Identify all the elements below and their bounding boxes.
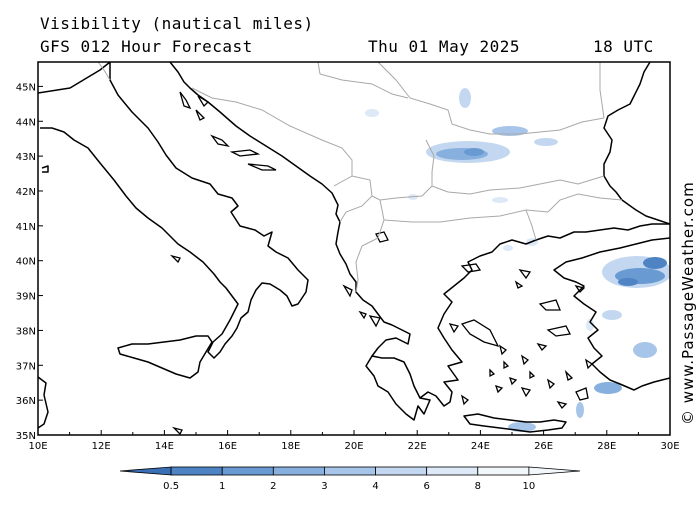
legend-swatch — [272, 466, 325, 476]
legend-label: 3 — [321, 481, 327, 492]
legend-swatch — [221, 466, 274, 476]
lon-label: 20E — [344, 441, 363, 452]
lon-label: 26E — [534, 441, 553, 452]
latitude-axis: 35N 36N 37N 38N 39N 40N 41N 42N 43N 44N 45N — [16, 82, 43, 442]
legend-swatch — [426, 466, 479, 476]
coastlines — [38, 62, 670, 433]
lon-label: 12E — [92, 441, 111, 452]
anatolia-coast — [553, 237, 670, 391]
country-borders — [97, 62, 623, 293]
sicily-coast — [117, 335, 213, 379]
corsica-coast — [41, 165, 49, 173]
lat-label: 43N — [16, 152, 36, 163]
legend-swatch — [170, 466, 223, 476]
visibility-legend: 0.5 1 2 3 4 6 8 10 — [119, 466, 581, 492]
lat-label: 39N — [16, 292, 36, 303]
lat-label: 36N — [16, 396, 36, 407]
legend-swatch — [375, 466, 428, 476]
lat-label: 37N — [16, 361, 36, 372]
lat-label: 45N — [16, 82, 36, 93]
lat-label: 35N — [16, 431, 36, 442]
map-area — [38, 62, 670, 435]
lon-label: 22E — [408, 441, 427, 452]
lat-label: 41N — [16, 222, 36, 233]
longitude-axis: 10E 12E 14E 16E 18E 20E 22E 24E 26E 28E 30E — [28, 430, 680, 452]
forecast-time: 18 UTC — [593, 37, 654, 56]
lat-label: 44N — [16, 117, 36, 128]
legend-swatch — [477, 466, 530, 476]
black-sea-coast — [603, 62, 670, 225]
lon-label: 18E — [281, 441, 300, 452]
lon-label: 14E — [155, 441, 174, 452]
lon-label: 24E — [471, 441, 490, 452]
lon-label: 16E — [218, 441, 237, 452]
legend-label: 10 — [523, 481, 536, 492]
islands — [169, 91, 594, 435]
visibility-shading — [365, 88, 670, 432]
sardinia-coast — [38, 376, 49, 429]
crete-coast — [463, 413, 567, 433]
legend-swatch — [324, 466, 376, 476]
lat-label: 38N — [16, 326, 36, 337]
lat-label: 40N — [16, 257, 36, 268]
legend-label: 8 — [475, 481, 481, 492]
peloponnese-coast — [365, 355, 431, 421]
adriatic-east-coast — [169, 62, 670, 407]
lon-label: 30E — [660, 441, 679, 452]
italy-balkans-coast — [38, 62, 309, 359]
watermark: © www.PassageWeather.com — [679, 181, 697, 425]
legend-label: 2 — [270, 481, 276, 492]
map-title: Visibility (nautical miles) — [40, 14, 314, 33]
legend-label: 1 — [219, 481, 225, 492]
legend-label: 6 — [423, 481, 429, 492]
lat-label: 42N — [16, 187, 36, 198]
legend-label: 0.5 — [163, 481, 179, 492]
forecast-label: GFS 012 Hour Forecast — [40, 37, 253, 56]
legend-label: 4 — [372, 481, 378, 492]
lon-label: 10E — [28, 441, 47, 452]
forecast-date: Thu 01 May 2025 — [368, 37, 520, 56]
legend-high-arrow — [528, 466, 581, 476]
legend-low-arrow — [119, 466, 172, 476]
lon-label: 28E — [597, 441, 616, 452]
